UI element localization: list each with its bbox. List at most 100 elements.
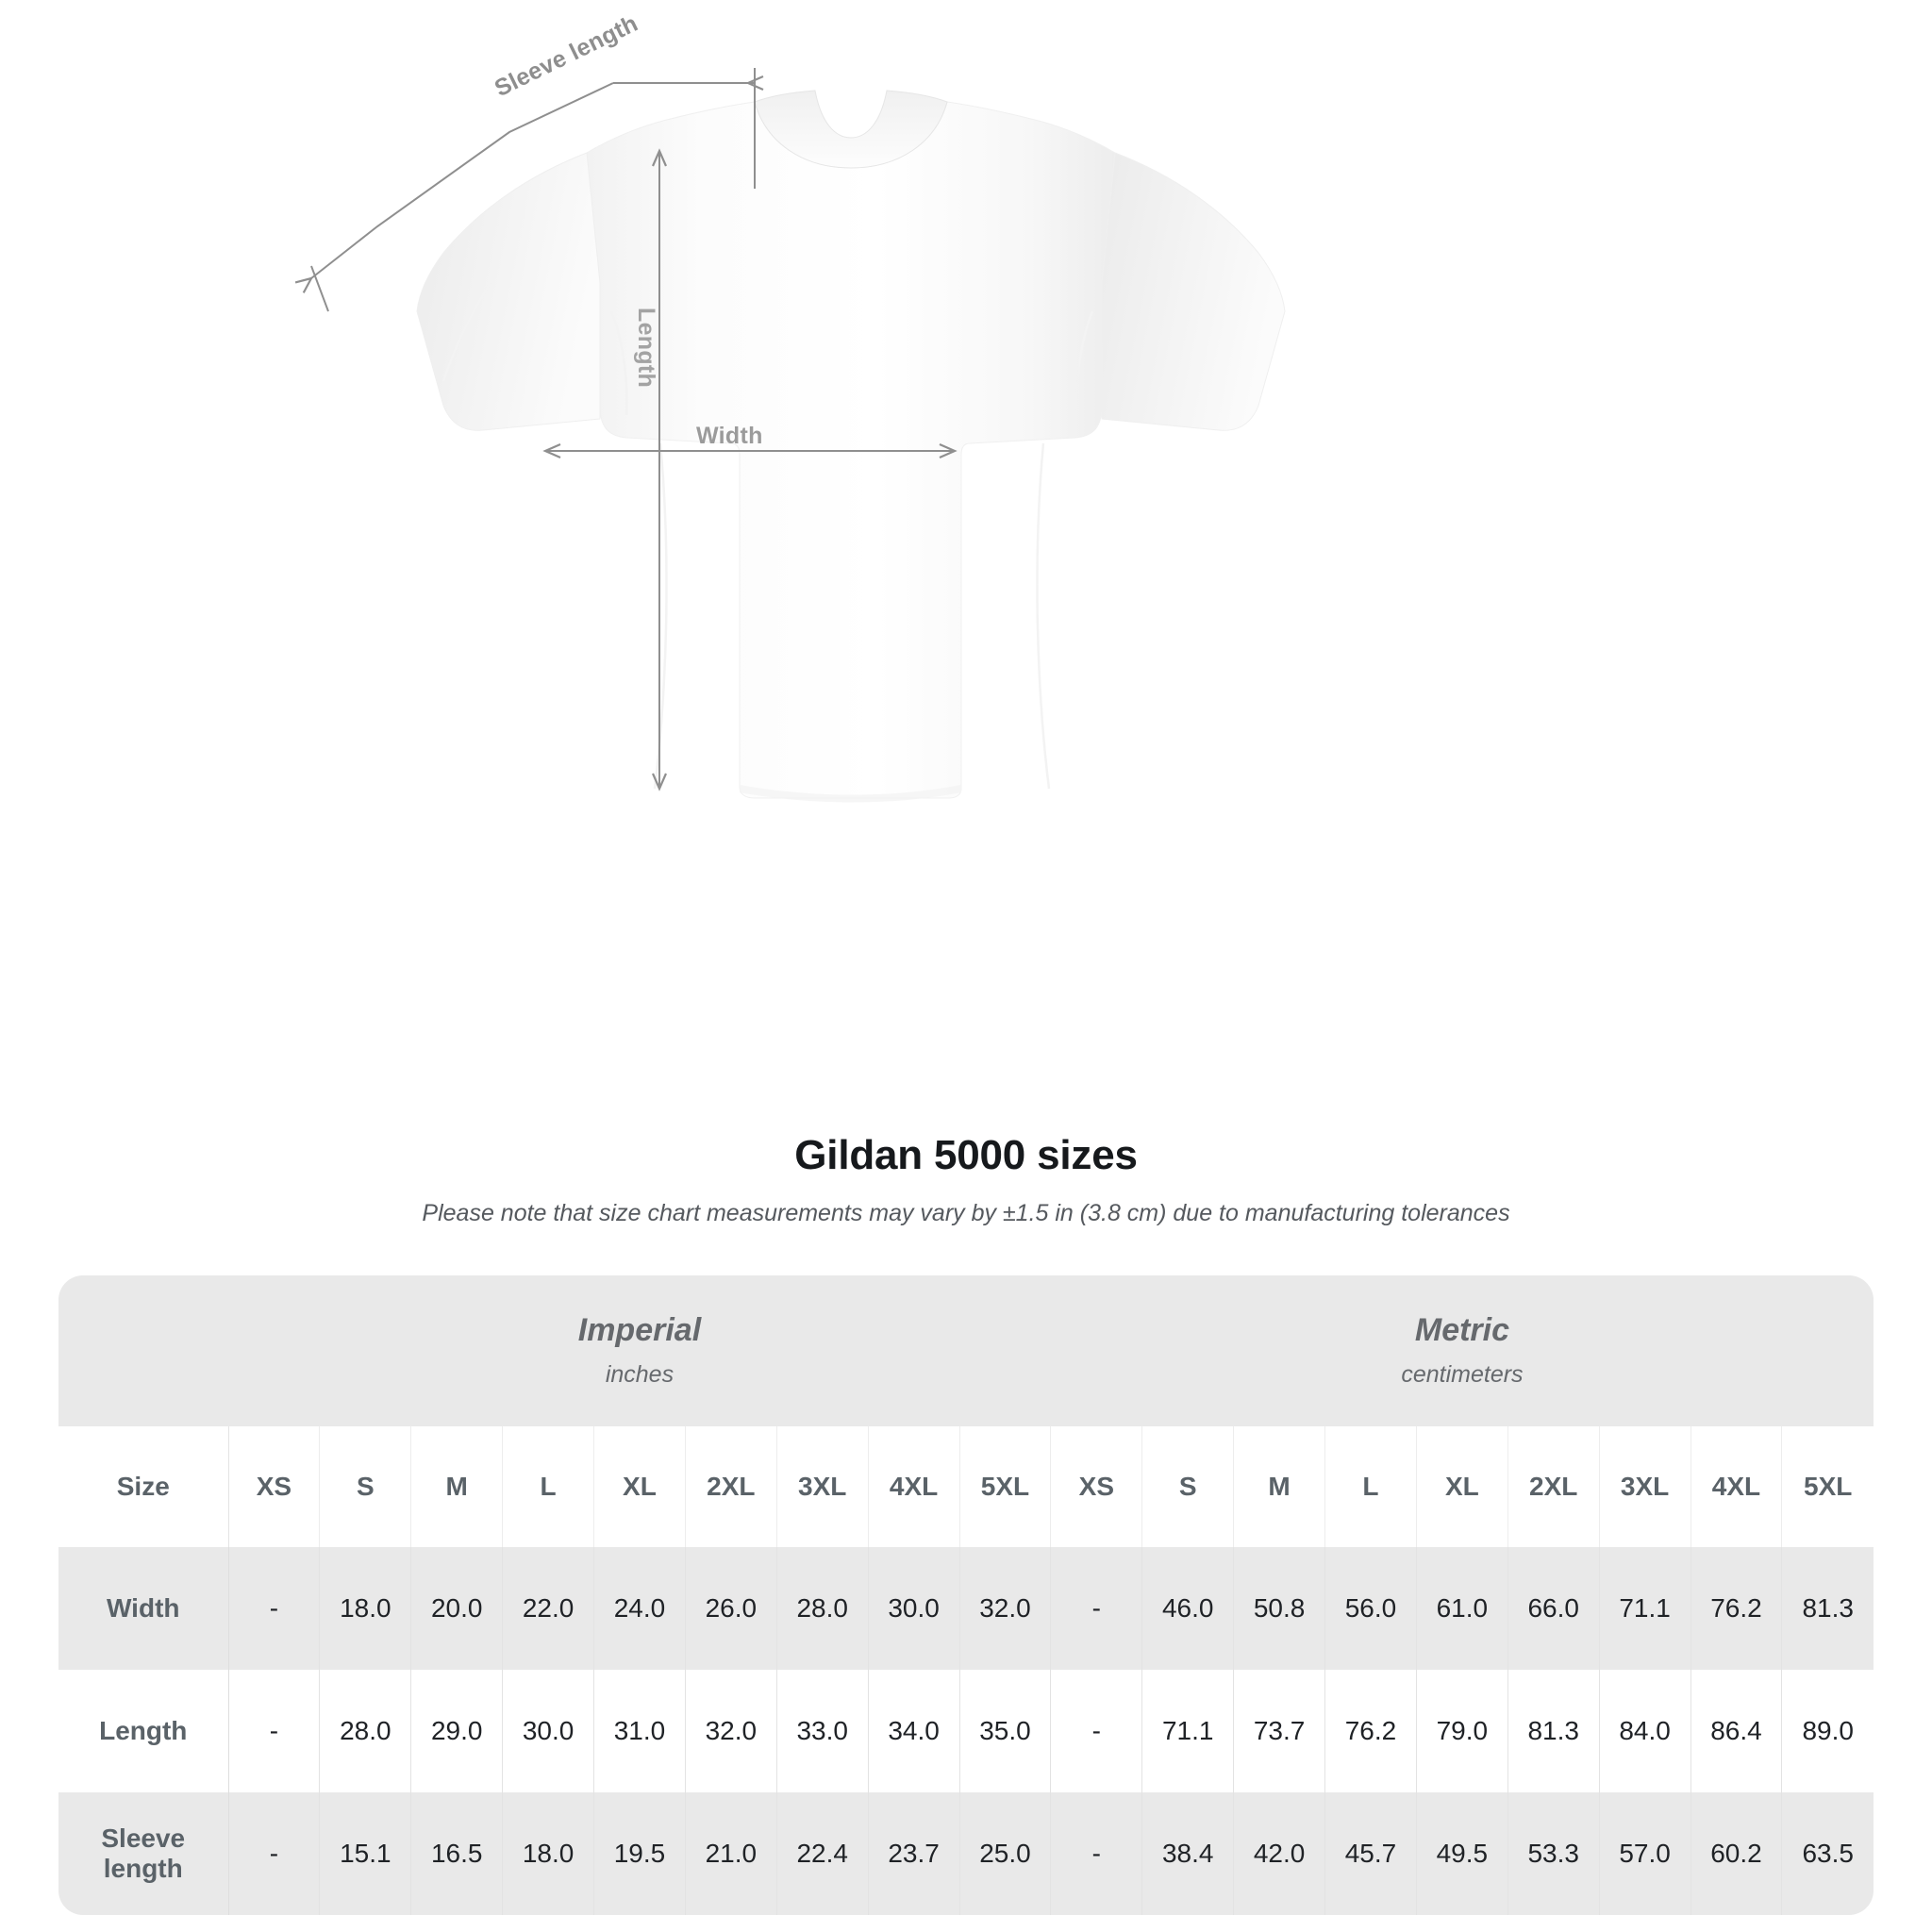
cell-length-imperial-5xl: 35.0 — [959, 1670, 1052, 1792]
size-column-header-imperial-s: S — [319, 1426, 412, 1547]
cell-length-metric-l: 76.2 — [1324, 1670, 1417, 1792]
cell-width-metric-xl: 61.0 — [1416, 1547, 1508, 1670]
cell-sleeve-length-metric-s: 38.4 — [1141, 1792, 1235, 1915]
size-column-header-imperial-l: L — [502, 1426, 594, 1547]
cell-width-metric-l: 56.0 — [1324, 1547, 1417, 1670]
cell-sleeve-length-imperial-s: 15.1 — [319, 1792, 412, 1915]
cell-width-metric-s: 46.0 — [1141, 1547, 1235, 1670]
cell-length-metric-2xl: 81.3 — [1507, 1670, 1600, 1792]
table-row: Sleeve length -15.1 16.5 18.0 19.5 21.0 22.4 23… — [58, 1792, 1874, 1915]
cell-length-imperial-s: 28.0 — [319, 1670, 412, 1792]
tshirt-shape — [416, 90, 1286, 803]
tolerance-note: Please note that size chart measurements… — [422, 1200, 1510, 1226]
cell-width-imperial-3xl: 28.0 — [776, 1547, 869, 1670]
size-column-header-metric-s: S — [1141, 1426, 1235, 1547]
row-label-width: Width — [58, 1547, 229, 1670]
unit-header-metric: Metric centimeters — [1050, 1275, 1874, 1426]
table-row: Length -28.0 29.0 30.0 31.0 32.0 33.0 34.0 35.0-… — [58, 1670, 1874, 1792]
size-column-header-imperial-5xl: 5XL — [959, 1426, 1052, 1547]
row-label-sleeve-length: Sleeve length — [58, 1792, 229, 1915]
size-column-header-imperial-xl: XL — [593, 1426, 686, 1547]
unit-row-spacer — [58, 1275, 228, 1426]
cell-width-imperial-4xl: 30.0 — [868, 1547, 960, 1670]
cell-width-metric-xs: - — [1050, 1547, 1143, 1670]
cell-length-imperial-xs: - — [228, 1670, 321, 1792]
size-column-header-imperial-2xl: 2XL — [685, 1426, 777, 1547]
cell-sleeve-length-imperial-xs: - — [228, 1792, 321, 1915]
cell-sleeve-length-imperial-5xl: 25.0 — [959, 1792, 1052, 1915]
unit-subtitle: centimeters — [1401, 1361, 1524, 1389]
cell-sleeve-length-metric-5xl: 63.5 — [1781, 1792, 1874, 1915]
row-label-length: Length — [58, 1670, 229, 1792]
cell-sleeve-length-imperial-xl: 19.5 — [593, 1792, 686, 1915]
dimension-label-width: Width — [696, 423, 763, 449]
cell-length-metric-xl: 79.0 — [1416, 1670, 1508, 1792]
cell-width-imperial-xs: - — [228, 1547, 321, 1670]
cell-width-imperial-s: 18.0 — [319, 1547, 412, 1670]
size-column-header-metric-5xl: 5XL — [1781, 1426, 1874, 1547]
cell-width-imperial-m: 20.0 — [410, 1547, 504, 1670]
size-column-header-metric-4xl: 4XL — [1690, 1426, 1783, 1547]
size-column-header-metric-xl: XL — [1416, 1426, 1508, 1547]
unit-subtitle: inches — [605, 1361, 675, 1389]
cell-length-imperial-3xl: 33.0 — [776, 1670, 869, 1792]
unit-system-row: Imperial inches Metric centimeters — [58, 1275, 1874, 1426]
cell-width-imperial-5xl: 32.0 — [959, 1547, 1052, 1670]
cell-sleeve-length-metric-l: 45.7 — [1324, 1792, 1417, 1915]
cell-sleeve-length-metric-m: 42.0 — [1233, 1792, 1326, 1915]
cell-length-imperial-l: 30.0 — [502, 1670, 594, 1792]
size-column-header-metric-3xl: 3XL — [1599, 1426, 1691, 1547]
cell-length-imperial-4xl: 34.0 — [868, 1670, 960, 1792]
cell-length-imperial-m: 29.0 — [410, 1670, 504, 1792]
unit-name: Metric — [1414, 1311, 1510, 1348]
cell-width-imperial-l: 22.0 — [502, 1547, 594, 1670]
cell-sleeve-length-imperial-3xl: 22.4 — [776, 1792, 869, 1915]
cell-sleeve-length-imperial-m: 16.5 — [410, 1792, 504, 1915]
cell-width-imperial-xl: 24.0 — [593, 1547, 686, 1670]
unit-name: Imperial — [577, 1311, 702, 1348]
size-column-header-imperial-3xl: 3XL — [776, 1426, 869, 1547]
size-column-header-metric-l: L — [1324, 1426, 1417, 1547]
cell-sleeve-length-imperial-l: 18.0 — [502, 1792, 594, 1915]
size-column-header-imperial-4xl: 4XL — [868, 1426, 960, 1547]
cell-width-imperial-2xl: 26.0 — [685, 1547, 777, 1670]
size-table: Imperial inches Metric centimeters Size XS S M L… — [58, 1275, 1874, 1915]
size-column-header-imperial-xs: XS — [228, 1426, 321, 1547]
size-header-row: Size XS S M L XL 2XL 3XL 4XL 5XL XS S M L XL 2XL 3XL 4XL 5… — [58, 1426, 1874, 1547]
cell-length-metric-5xl: 89.0 — [1781, 1670, 1874, 1792]
cell-length-metric-3xl: 84.0 — [1599, 1670, 1691, 1792]
size-column-header-metric-m: M — [1233, 1426, 1326, 1547]
tshirt-illustration — [294, 68, 1286, 803]
page-title: Gildan 5000 sizes — [794, 1132, 1138, 1178]
dimension-label-length: Length — [633, 308, 659, 389]
size-table-container: Imperial inches Metric centimeters Size XS S M L… — [58, 1275, 1874, 1915]
cell-length-imperial-xl: 31.0 — [593, 1670, 686, 1792]
cell-length-metric-m: 73.7 — [1233, 1670, 1326, 1792]
cell-length-imperial-2xl: 32.0 — [685, 1670, 777, 1792]
cell-width-metric-5xl: 81.3 — [1781, 1547, 1874, 1670]
chart-heading-block: Gildan 5000 sizes Please note that size … — [0, 1132, 1932, 1227]
cell-length-metric-xs: - — [1050, 1670, 1143, 1792]
cell-length-metric-s: 71.1 — [1141, 1670, 1235, 1792]
cell-width-metric-3xl: 71.1 — [1599, 1547, 1691, 1670]
cell-sleeve-length-metric-xl: 49.5 — [1416, 1792, 1508, 1915]
table-row: Width -18.0 20.0 22.0 24.0 26.0 28.0 30.0 32.0-4… — [58, 1547, 1874, 1670]
unit-header-imperial: Imperial inches — [228, 1275, 1051, 1426]
tshirt-diagram: Sleeve length Length Width — [294, 9, 1286, 803]
cell-sleeve-length-imperial-2xl: 21.0 — [685, 1792, 777, 1915]
cell-width-metric-m: 50.8 — [1233, 1547, 1326, 1670]
cell-length-metric-4xl: 86.4 — [1690, 1670, 1783, 1792]
cell-width-metric-2xl: 66.0 — [1507, 1547, 1600, 1670]
size-column-header-metric-xs: XS — [1050, 1426, 1143, 1547]
size-column-header-metric-2xl: 2XL — [1507, 1426, 1600, 1547]
cell-sleeve-length-metric-3xl: 57.0 — [1599, 1792, 1691, 1915]
cell-sleeve-length-metric-xs: - — [1050, 1792, 1143, 1915]
column-header-size: Size — [58, 1426, 229, 1547]
cell-sleeve-length-metric-4xl: 60.2 — [1690, 1792, 1783, 1915]
cell-width-metric-4xl: 76.2 — [1690, 1547, 1783, 1670]
cell-sleeve-length-metric-2xl: 53.3 — [1507, 1792, 1600, 1915]
dimension-lines — [294, 68, 958, 791]
size-column-header-imperial-m: M — [410, 1426, 504, 1547]
cell-sleeve-length-imperial-4xl: 23.7 — [868, 1792, 960, 1915]
